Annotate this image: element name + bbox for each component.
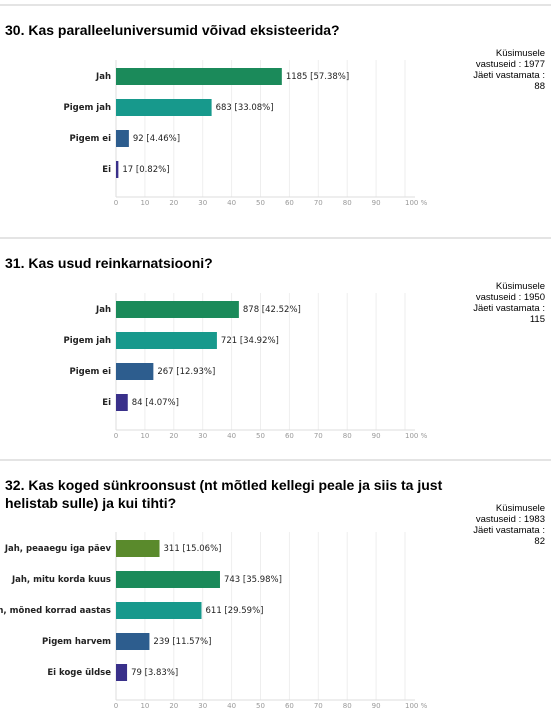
x-tick-label: 60 [285,702,294,710]
x-tick-label: 70 [314,702,323,710]
bar [116,99,212,116]
category-label: Jah [95,72,111,82]
x-tick-label: 60 [285,432,294,440]
value-label: 239 [11.57%] [153,637,211,647]
value-label: 311 [15.06%] [164,544,222,554]
category-label: Jah [95,305,111,315]
bar [116,130,129,147]
x-tick-label: 100 % [405,702,428,710]
value-label: 743 [35.98%] [224,575,282,585]
stat-line: Jäeti vastamata : 82 [473,525,545,547]
bar [116,394,128,411]
value-label: 84 [4.07%] [132,398,179,408]
value-label: 92 [4.46%] [133,134,180,144]
x-tick-label: 50 [256,432,265,440]
x-tick-label: 70 [314,199,323,207]
value-label: 683 [33.08%] [216,103,274,113]
value-label: 1185 [57.38%] [286,72,349,82]
x-tick-label: 0 [114,702,118,710]
value-label: 17 [0.82%] [122,165,169,175]
bar [116,540,160,557]
chart-title: 30. Kas paralleeluniversumid võivad eksi… [5,22,340,38]
stat-line: Küsimusele vastuseid : 1983 [475,503,545,525]
x-tick-label: 40 [227,702,236,710]
x-tick-label: 80 [343,432,352,440]
category-label: Ei koge üldse [47,668,111,678]
x-tick-label: 50 [256,199,265,207]
x-tick-label: 20 [169,199,178,207]
value-label: 878 [42.52%] [243,305,301,315]
x-tick-label: 90 [372,199,381,207]
category-label: Jah, mõned korrad aastas [0,606,111,616]
answer-stats: Küsimusele vastuseid : 1983 Jäeti vastama… [465,503,545,547]
x-tick-label: 30 [198,199,207,207]
stat-line: Jäeti vastamata : 115 [473,303,545,325]
x-tick-label: 20 [169,432,178,440]
x-tick-label: 80 [343,199,352,207]
x-tick-label: 10 [140,199,149,207]
bar [116,332,217,349]
x-tick-label: 100 % [405,432,428,440]
bar [116,161,119,178]
answer-stats: Küsimusele vastuseid : 1977 Jäeti vastama… [465,48,545,92]
x-tick-label: 40 [227,199,236,207]
x-tick-label: 40 [227,432,236,440]
x-tick-label: 30 [198,702,207,710]
x-tick-label: 10 [140,702,149,710]
chart-title: 31. Kas usud reinkarnatsiooni? [5,255,213,271]
category-label: Pigem ei [70,134,112,144]
x-tick-label: 100 % [405,199,428,207]
bar [116,664,128,681]
category-label: Ei [102,398,111,408]
category-label: Pigem harvem [42,637,111,647]
category-label: Pigem ei [70,367,112,377]
x-tick-label: 0 [114,432,118,440]
category-label: Jah, mitu korda kuus [11,575,111,585]
value-label: 79 [3.83%] [131,668,178,678]
x-tick-label: 50 [256,702,265,710]
value-label: 721 [34.92%] [221,336,279,346]
stat-line: Jäeti vastamata : 88 [473,70,545,92]
bar [116,571,220,588]
category-label: Pigem jah [63,336,111,346]
value-label: 267 [12.93%] [157,367,215,377]
category-label: Pigem jah [63,103,111,113]
x-tick-label: 30 [198,432,207,440]
stat-line: Küsimusele vastuseid : 1977 [475,48,545,70]
bar [116,68,282,85]
bar [116,363,154,380]
category-label: Ei [102,165,111,175]
x-tick-label: 10 [140,432,149,440]
x-tick-label: 60 [285,199,294,207]
answer-stats: Küsimusele vastuseid : 1950 Jäeti vastama… [465,281,545,325]
bar [116,301,239,318]
bar [116,633,150,650]
x-tick-label: 70 [314,432,323,440]
x-tick-label: 80 [343,702,352,710]
x-tick-label: 90 [372,432,381,440]
category-label: Jah, peaaegu iga päev [4,544,112,554]
x-tick-label: 90 [372,702,381,710]
chart-title: 32. Kas koged sünkroonsust (nt mõtled ke… [5,477,443,511]
x-tick-label: 0 [114,199,118,207]
x-tick-label: 20 [169,702,178,710]
bar [116,602,202,619]
stat-line: Küsimusele vastuseid : 1950 [475,281,545,303]
value-label: 611 [29.59%] [206,606,264,616]
